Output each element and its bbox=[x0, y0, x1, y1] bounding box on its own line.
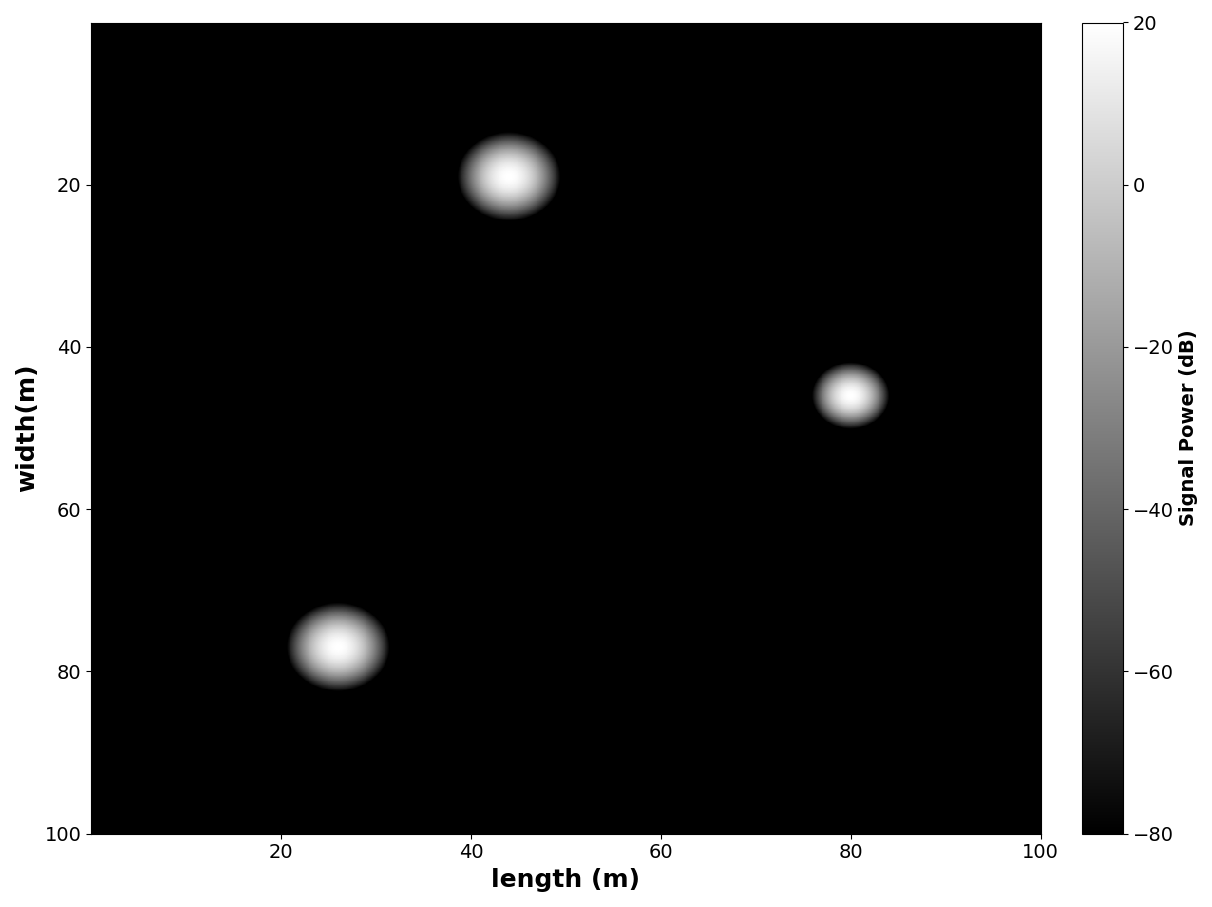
Y-axis label: width(m): width(m) bbox=[15, 364, 39, 493]
X-axis label: length (m): length (m) bbox=[491, 868, 640, 892]
Y-axis label: Signal Power (dB): Signal Power (dB) bbox=[1179, 330, 1197, 526]
